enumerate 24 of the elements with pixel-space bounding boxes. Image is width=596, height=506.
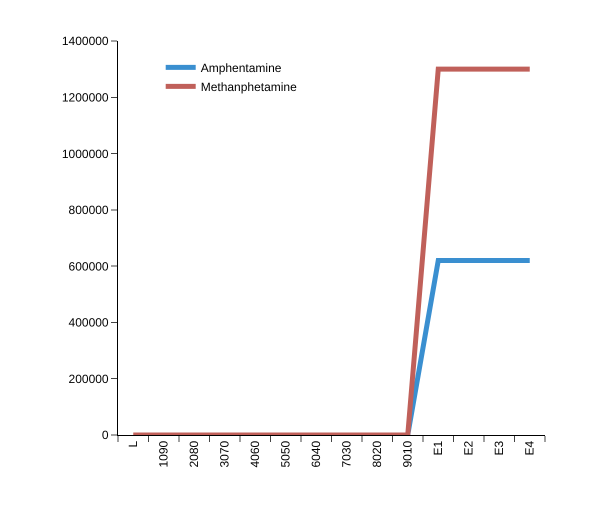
x-tick-label: 7030	[340, 440, 354, 468]
x-tick-label: E3	[492, 440, 506, 456]
y-tick-label: 0	[102, 428, 109, 442]
x-tick-label: 5050	[278, 440, 293, 468]
x-tick-label: E2	[462, 440, 476, 456]
x-tick-label: 9010	[400, 440, 415, 468]
x-tick-label: E1	[431, 440, 446, 456]
y-tick-label: 600000	[68, 259, 109, 274]
x-tick-label: 6040	[309, 440, 324, 468]
legend-label: Methanphetamine	[200, 80, 298, 94]
legend-label: Amphentamine	[200, 61, 282, 75]
y-tick-label: 400000	[68, 316, 109, 330]
x-tick-label: E4	[522, 440, 537, 456]
x-tick-label: 8020	[370, 440, 384, 468]
y-tick-label: 1200000	[62, 90, 109, 104]
x-tick-label: 2080	[187, 440, 202, 468]
y-tick-label: 200000	[68, 372, 109, 386]
y-tick-label: 1000000	[62, 146, 109, 161]
x-tick-label: 1090	[156, 440, 171, 468]
x-tick-label: 4060	[248, 440, 262, 468]
x-tick-label: L	[126, 440, 140, 448]
y-tick-label: 1400000	[62, 34, 109, 48]
x-tick-label: 3070	[218, 440, 232, 468]
y-tick-label: 800000	[68, 203, 109, 218]
